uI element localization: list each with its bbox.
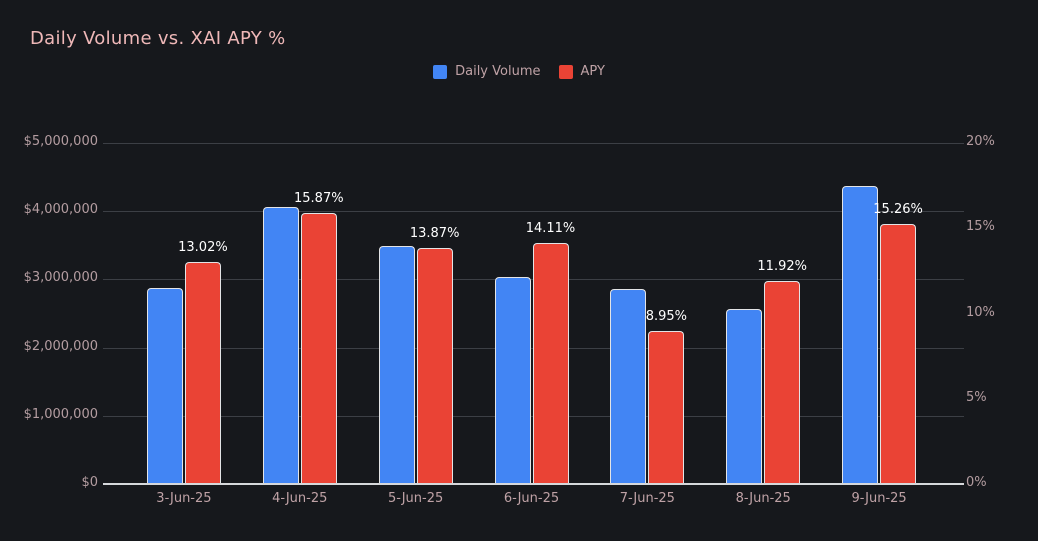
- apy-data-label-4-jun-25: 15.87%: [293, 191, 344, 207]
- legend-label-apy: APY: [580, 64, 605, 79]
- x-axis-category-label-5-jun-25: 5-Jun-25: [388, 491, 444, 506]
- right-axis-tick-label: 0%: [966, 475, 987, 490]
- chart-title: Daily Volume vs. XAI APY %: [30, 28, 286, 49]
- x-axis-category-label-7-jun-25: 7-Jun-25: [619, 491, 675, 506]
- apy-data-label-7-jun-25: 8.95%: [645, 309, 687, 325]
- bar-apy-4-jun-25[interactable]: [300, 213, 337, 484]
- chart-legend: Daily Volume APY: [0, 64, 1038, 79]
- legend-item-daily-volume[interactable]: Daily Volume: [433, 64, 541, 79]
- apy-data-label-9-jun-25: 15.26%: [873, 201, 923, 217]
- gridline: [103, 143, 964, 144]
- daily-volume-swatch-icon: [433, 64, 448, 79]
- apy-swatch-icon: [558, 64, 573, 79]
- right-axis-tick-label: 10%: [966, 304, 995, 320]
- left-axis-tick-label: $5,000,000: [23, 134, 98, 149]
- gridline: [103, 211, 964, 213]
- x-axis-category-label-3-jun-25: 3-Jun-25: [156, 491, 212, 506]
- x-axis-category-label-8-jun-25: 8-Jun-25: [735, 491, 791, 506]
- bar-apy-5-jun-25[interactable]: [416, 247, 453, 484]
- x-axis-line: [103, 483, 964, 485]
- left-axis-tick-label: $1,000,000: [23, 406, 98, 422]
- bar-apy-7-jun-25[interactable]: [648, 331, 685, 484]
- right-axis-tick-label: 20%: [966, 134, 995, 149]
- bar-daily-volume-3-jun-25[interactable]: [146, 288, 183, 484]
- bar-daily-volume-4-jun-25[interactable]: [262, 207, 299, 484]
- left-axis-tick-label: $0: [81, 475, 98, 490]
- right-axis-tick-label: 5%: [966, 389, 987, 405]
- left-axis-tick-label: $3,000,000: [23, 270, 98, 286]
- bar-daily-volume-8-jun-25[interactable]: [726, 308, 763, 484]
- x-axis-category-label-6-jun-25: 6-Jun-25: [503, 491, 560, 506]
- legend-label-daily-volume: Daily Volume: [455, 64, 541, 79]
- bar-apy-6-jun-25[interactable]: [532, 243, 569, 484]
- x-axis-category-label-9-jun-25: 9-Jun-25: [851, 491, 907, 506]
- left-axis-tick-label: $2,000,000: [23, 338, 98, 354]
- apy-data-label-6-jun-25: 14.11%: [525, 221, 576, 237]
- apy-data-label-5-jun-25: 13.87%: [409, 225, 460, 241]
- bar-apy-9-jun-25[interactable]: [880, 223, 917, 484]
- bar-apy-3-jun-25[interactable]: [184, 262, 221, 484]
- bar-daily-volume-9-jun-25[interactable]: [842, 185, 879, 484]
- bar-daily-volume-7-jun-25[interactable]: [610, 288, 647, 484]
- legend-item-apy[interactable]: APY: [558, 64, 605, 79]
- right-axis-tick-label: 15%: [966, 219, 995, 235]
- bar-apy-8-jun-25[interactable]: [764, 280, 801, 484]
- apy-data-label-8-jun-25: 11.92%: [757, 258, 807, 274]
- bar-daily-volume-6-jun-25[interactable]: [494, 276, 531, 484]
- left-axis-tick-label: $4,000,000: [23, 202, 98, 218]
- bar-daily-volume-5-jun-25[interactable]: [378, 245, 415, 484]
- x-axis-category-label-4-jun-25: 4-Jun-25: [272, 491, 328, 506]
- apy-data-label-3-jun-25: 13.02%: [178, 240, 228, 255]
